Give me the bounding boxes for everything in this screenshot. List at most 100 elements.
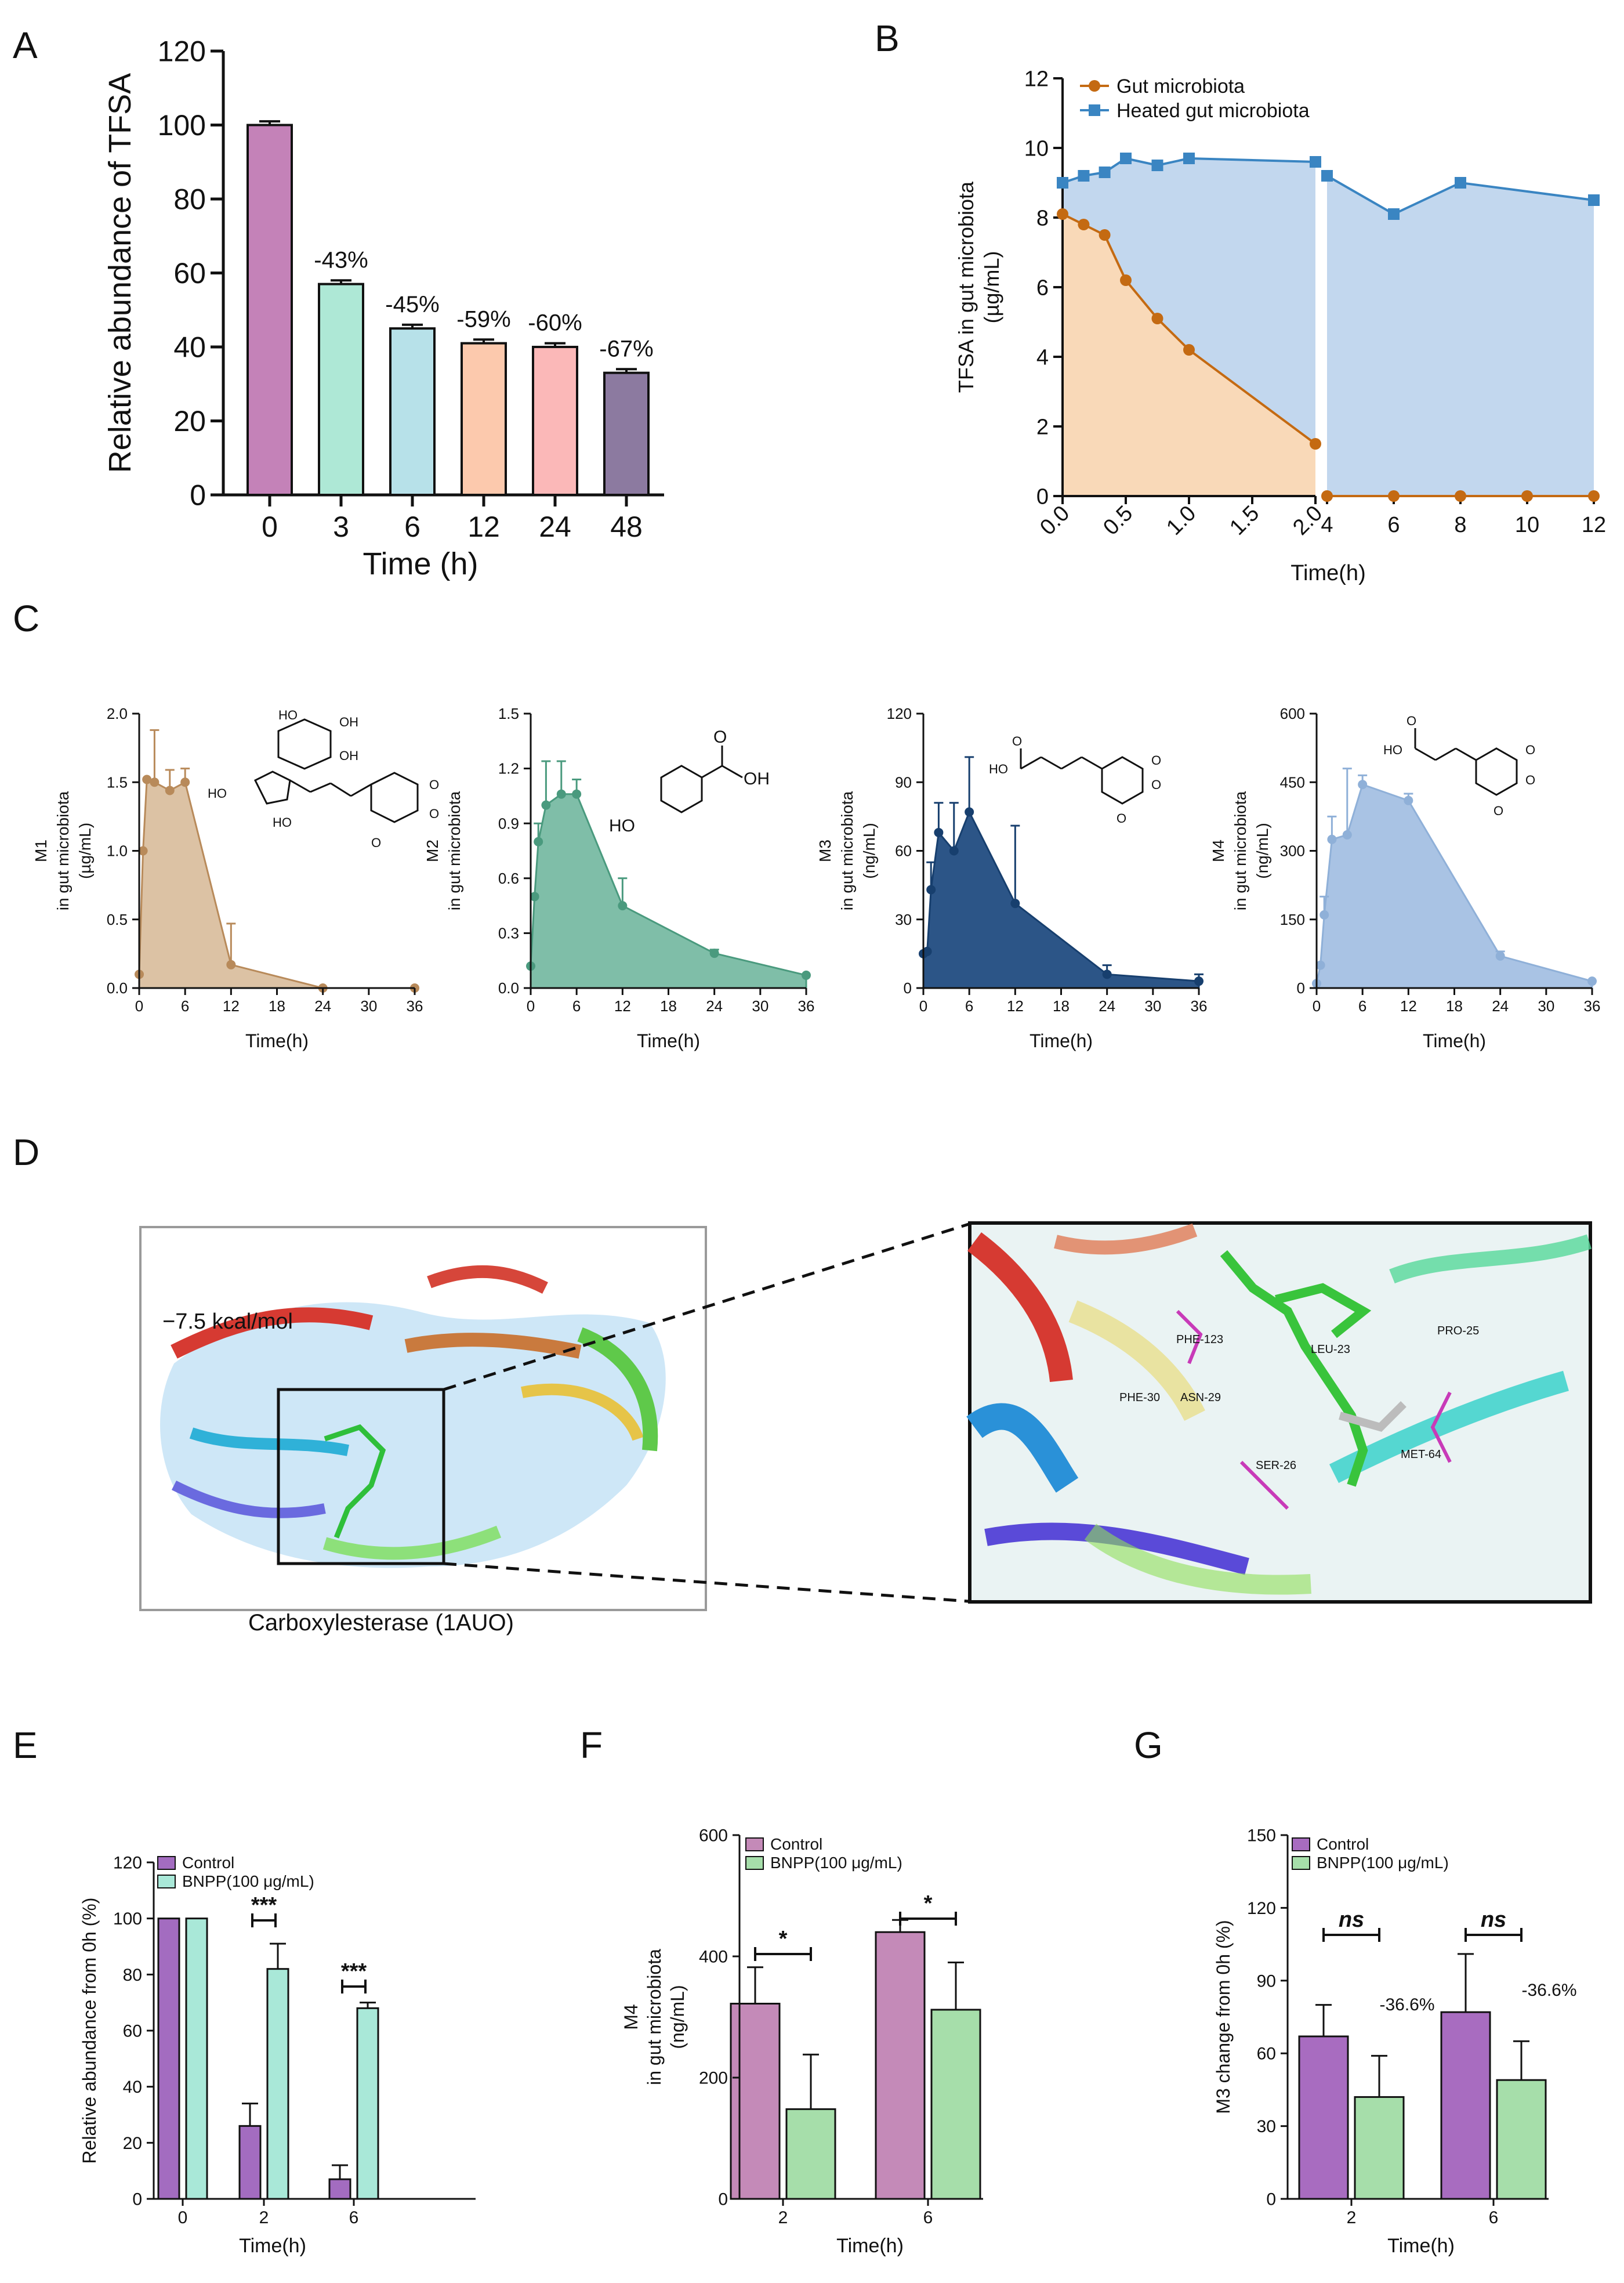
- x-tick-label: 30: [752, 997, 768, 1015]
- legend-swatch: [745, 1837, 764, 1851]
- svg-text:OH: OH: [744, 769, 770, 788]
- x-tick-label: 6: [181, 997, 189, 1015]
- svg-text:O: O: [1494, 804, 1503, 818]
- x-axis-title: Time(h): [1290, 561, 1365, 585]
- data-point: [180, 777, 190, 787]
- svg-text:O: O: [429, 777, 439, 792]
- x-tick-label: 6: [923, 2208, 933, 2227]
- data-point: [1495, 951, 1505, 961]
- y-tick-label: 60: [1257, 2045, 1276, 2064]
- docking-caption: Carboxylesterase (1AUO): [248, 1610, 514, 1636]
- x-tick-label: 30: [1538, 997, 1554, 1015]
- bar: [785, 2108, 836, 2200]
- x-axis-title: Time(h): [245, 1030, 309, 1051]
- data-point: [1321, 170, 1333, 182]
- y-axis-title-unit: (ng/mL): [667, 1985, 688, 2049]
- y-axis-title: M3: [816, 840, 834, 862]
- bar: [1496, 2079, 1547, 2200]
- svg-text:HO: HO: [208, 786, 227, 801]
- chart-g: 2 ns -36.6% 6 ns -36.6% 0 30 60 90 120 150 Time(h) M3…: [1213, 1826, 1577, 2257]
- legend-swatch: [1292, 1856, 1310, 1870]
- x-tick-label: 12: [1582, 513, 1606, 537]
- x-tick-label: 8: [1454, 513, 1466, 537]
- structure-m1: HO OH OH HO HO O O O: [208, 708, 439, 850]
- x-tick-label: 24: [706, 997, 723, 1015]
- x-tick-label: 12: [614, 997, 631, 1015]
- data-point: [142, 775, 152, 784]
- bar: [246, 124, 293, 496]
- data-point: [572, 789, 582, 799]
- y-axis-title: M4: [1209, 840, 1227, 862]
- significance-mark: ***: [341, 1959, 367, 1984]
- x-tick-label: 1.0: [1162, 501, 1201, 540]
- legend-label: BNPP(100 μg/mL): [1317, 1854, 1449, 1872]
- y-tick-label: 120: [887, 705, 912, 722]
- legend-swatch: [1292, 1837, 1310, 1851]
- y-tick-label: 80: [123, 1966, 142, 1985]
- x-tick-label: 18: [1053, 997, 1070, 1015]
- bar: [318, 283, 364, 496]
- data-point: [1120, 153, 1132, 164]
- area-fill: [1315, 783, 1593, 989]
- x-tick-label: 12: [467, 511, 500, 543]
- y-tick-label: 100: [158, 109, 206, 142]
- bar: [328, 2178, 351, 2200]
- y-tick-label: 150: [1247, 1826, 1276, 1846]
- residue-label: PRO-25: [1437, 1325, 1479, 1337]
- y-axis-title: in gut microbiota: [1231, 791, 1249, 910]
- y-tick-label: 0: [190, 479, 206, 512]
- x-axis-title: Time(h): [1030, 1030, 1093, 1051]
- legend-marker: [1089, 80, 1100, 92]
- x-tick-label: 6: [404, 511, 420, 543]
- data-point: [1078, 219, 1090, 230]
- y-tick-label: 80: [173, 183, 206, 216]
- data-point: [1078, 170, 1090, 182]
- y-axis-title-unit: (ng/mL): [1253, 823, 1271, 878]
- y-tick-label: 0.0: [498, 979, 519, 997]
- panel-label-a: A: [13, 24, 38, 66]
- y-axis-title: M2: [423, 840, 441, 862]
- bar: [730, 2003, 781, 2200]
- structure-m4: O HO O O O: [1383, 714, 1535, 818]
- legend-label: BNPP(100 μg/mL): [770, 1854, 902, 1872]
- data-point: [226, 960, 236, 969]
- data-point: [1315, 960, 1325, 970]
- series-area: [1327, 176, 1594, 496]
- data-label: -36.6%: [1379, 1995, 1434, 2014]
- x-tick-label: 36: [798, 997, 815, 1015]
- data-label: -36.6%: [1521, 1981, 1576, 2000]
- y-tick-label: 120: [158, 35, 206, 68]
- x-tick-label: 4: [1321, 513, 1333, 537]
- chart-a: 0 20 40 60 80 100 120 0 3 -43% 6 -45% 12 -59% 24 -60% 48…: [103, 35, 664, 581]
- svg-text:OH: OH: [339, 748, 358, 763]
- y-axis-title: TFSA in gut microbiota: [954, 181, 978, 393]
- y-tick-label: 150: [1280, 911, 1305, 928]
- data-point: [556, 789, 566, 799]
- svg-text:O: O: [1151, 777, 1161, 792]
- data-point: [1588, 490, 1600, 502]
- x-tick-label: 0: [135, 997, 143, 1015]
- y-tick-label: 12: [1024, 67, 1049, 91]
- svg-text:HO: HO: [609, 816, 635, 835]
- x-tick-label: 2: [1347, 2208, 1357, 2227]
- panel-label-d: D: [13, 1131, 39, 1173]
- x-tick-label: 2: [259, 2208, 269, 2227]
- x-tick-label: 3: [333, 511, 349, 543]
- data-label: -43%: [314, 247, 368, 273]
- panel-label-e: E: [13, 1724, 38, 1766]
- data-point: [150, 777, 160, 787]
- x-tick-label: 36: [1584, 997, 1601, 1015]
- y-tick-label: 120: [1247, 1899, 1276, 1918]
- x-tick-label: 12: [223, 997, 240, 1015]
- y-tick-label: 0: [132, 2190, 142, 2209]
- significance-mark: *: [924, 1891, 933, 1916]
- significance-mark: ns: [1481, 1908, 1506, 1932]
- data-point: [926, 885, 936, 895]
- data-point: [1151, 313, 1163, 324]
- significance-mark: *: [779, 1927, 788, 1951]
- legend-label: Control: [1317, 1835, 1369, 1853]
- x-tick-label: 18: [660, 997, 677, 1015]
- chart-c4: 0 150 300 450 600 0 6 12 18 24 30 36 Time(h) M4 in gut…: [1209, 705, 1600, 1051]
- panel-label-g: G: [1134, 1724, 1163, 1766]
